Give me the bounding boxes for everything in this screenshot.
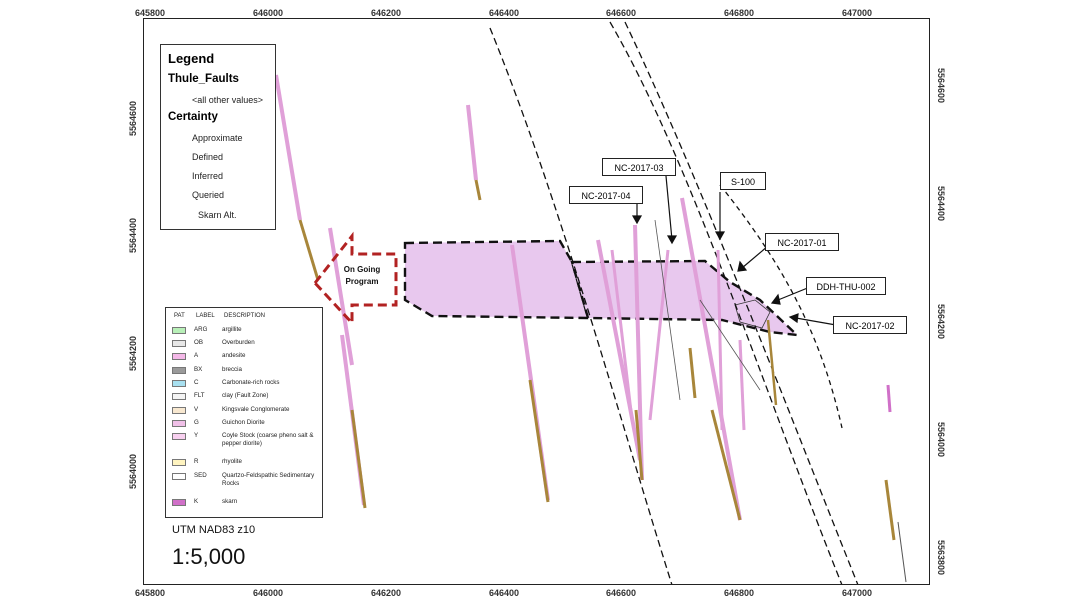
callout-nc-2017-04: NC-2017-04	[569, 186, 643, 204]
lith-swatch	[172, 340, 186, 347]
fault-line	[609, 21, 843, 584]
x-tick-bottom: 645800	[134, 588, 166, 598]
callout-s-100: S-100	[720, 172, 766, 190]
x-tick-top: 646200	[370, 8, 402, 18]
lith-swatch	[172, 459, 186, 466]
lith-swatch	[172, 407, 186, 414]
lith-description: Kingsvale Conglomerate	[222, 406, 290, 413]
legend-item-inferred: Inferred	[192, 171, 224, 181]
lith-header-label: LABEL	[196, 313, 215, 319]
callout-nc-2017-02: NC-2017-02	[833, 316, 907, 334]
lith-code: ARG	[194, 326, 208, 333]
x-tick-top: 646000	[252, 8, 284, 18]
skarn-zone-west	[403, 239, 590, 320]
lith-code: FLT	[194, 392, 205, 399]
legend-layer-name: Thule_Faults	[168, 73, 239, 85]
lith-code: K	[194, 498, 199, 505]
x-tick-bottom: 647000	[841, 588, 873, 598]
lithology-legend: PAT LABEL DESCRIPTION ARG argillite OB Over…	[165, 307, 323, 518]
callout-ddh-thu-002: DDH-THU-002	[806, 277, 886, 295]
lith-swatch	[172, 327, 186, 334]
legend-all-other: <all other values>	[192, 95, 264, 105]
x-tick-bottom: 646600	[605, 588, 637, 598]
fault-line	[624, 21, 859, 584]
fault-line	[489, 27, 673, 584]
callout-nc-2017-03: NC-2017-03	[602, 158, 676, 176]
program-label-line2: Program	[345, 277, 379, 286]
lith-description: Guichon Diorite	[222, 419, 265, 426]
lith-swatch	[172, 353, 186, 360]
x-tick-bottom: 646200	[370, 588, 402, 598]
lith-code: BX	[194, 366, 203, 373]
lith-swatch	[172, 393, 186, 400]
program-outline	[313, 231, 398, 327]
lith-code: G	[194, 419, 199, 426]
lith-description: Overburden	[222, 339, 255, 346]
x-tick-top: 646600	[605, 8, 637, 18]
lith-code: SED	[194, 472, 207, 479]
lith-code: A	[194, 352, 199, 359]
legend-item-queried: Queried	[192, 190, 225, 200]
lith-description: Carbonate-rich rocks	[222, 379, 280, 386]
lith-description: rhyolite	[222, 458, 242, 465]
drill-holes	[274, 74, 907, 583]
lith-description: andesite	[222, 352, 246, 359]
lith-code: R	[194, 458, 199, 465]
program-label: On Going Program	[334, 264, 390, 288]
lith-header-pat: PAT	[174, 313, 185, 319]
lith-description: skarn	[222, 498, 238, 505]
legend-box: Legend Thule_Faults <all other values> C…	[160, 44, 276, 230]
program-label-line1: On Going	[343, 265, 381, 274]
callout-nc-2017-01: NC-2017-01	[765, 233, 839, 251]
lith-code: Y	[194, 432, 199, 439]
legend-title: Legend	[168, 51, 215, 66]
x-tick-top: 646800	[723, 8, 755, 18]
lith-swatch	[172, 380, 186, 387]
x-tick-top: 647000	[841, 8, 873, 18]
lith-code: C	[194, 379, 199, 386]
scale-label: 1:5,000	[172, 544, 246, 569]
fault-line	[719, 184, 843, 429]
lith-code: OB	[194, 339, 203, 346]
lith-description: clay (Fault Zone)	[222, 392, 269, 399]
x-tick-top: 646400	[488, 8, 520, 18]
lith-header-description: DESCRIPTION	[224, 313, 266, 319]
lith-swatch	[172, 433, 186, 440]
skarn-zone-small	[734, 299, 771, 329]
x-tick-top: 645800	[134, 8, 166, 18]
x-tick-bottom: 646800	[723, 588, 755, 598]
legend-item-skarn: Skarn Alt.	[198, 210, 237, 220]
lith-description: Coyle Stock (coarse pheno salt & pepper …	[222, 432, 314, 447]
lith-code: V	[194, 406, 199, 413]
lith-swatch	[172, 367, 186, 374]
lith-swatch	[172, 420, 186, 427]
lith-swatch	[172, 473, 186, 480]
x-tick-bottom: 646000	[252, 588, 284, 598]
x-tick-bottom: 646400	[488, 588, 520, 598]
legend-item-defined: Defined	[192, 152, 224, 162]
lith-description: Quartzo-Feldspathic Sedimentary Rocks	[222, 472, 315, 487]
callout-leaders	[631, 175, 837, 326]
legend-certainty-title: Certainty	[168, 111, 218, 123]
legend-item-approximate: Approximate	[192, 133, 243, 143]
lith-description: argillite	[222, 326, 242, 333]
lith-swatch	[172, 499, 186, 506]
lith-description: breccia	[222, 366, 242, 373]
projection-label: UTM NAD83 z10	[172, 524, 256, 536]
